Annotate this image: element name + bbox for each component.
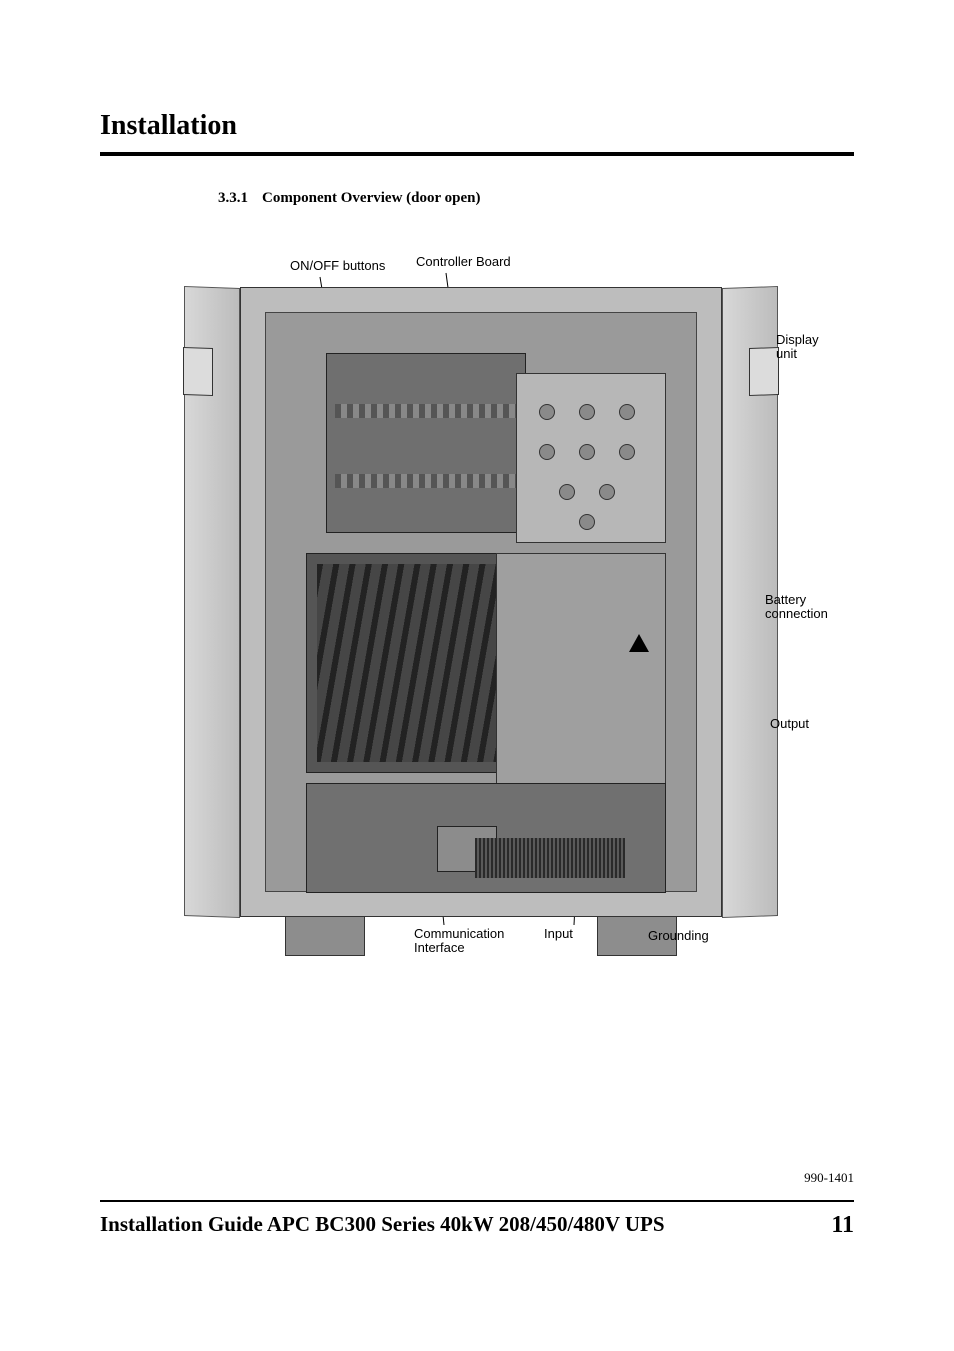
chapter-rule [100,152,854,156]
vent-grille [475,838,625,878]
callout-display: Display unit [776,333,819,362]
lower-shelf [306,783,666,893]
footer-title: Installation Guide APC BC300 Series 40kW… [100,1212,665,1239]
callout-input: Input [544,927,573,941]
component-overview-figure: ON/OFF buttons Controller Board Display un… [100,247,854,1007]
section-heading: 3.3.1 Component Overview (door open) [218,190,854,207]
cabinet-interior [265,312,697,892]
cabinet-leg-left [285,916,365,956]
callout-ctrl: Controller Board [416,255,511,269]
footer-rule [100,1200,854,1202]
display-unit-panel-right [749,347,779,396]
cabinet [240,287,722,917]
callout-ground: Grounding [648,929,709,943]
section-number: 3.3.1 [218,190,262,207]
section-title: Component Overview (door open) [262,190,480,207]
wiring-block [306,553,516,773]
right-connection-panel [496,553,666,813]
warning-triangle-icon [629,634,649,652]
page-number: 11 [831,1212,854,1239]
callout-output: Output [770,717,809,731]
controller-board [326,353,526,533]
document-number: 990-1401 [804,1170,854,1186]
callout-battery: Battery connection [765,593,828,622]
callout-comm: Communication Interface [414,927,504,956]
display-unit-panel-left [183,347,213,396]
callout-onoff: ON/OFF buttons [290,259,385,273]
chapter-title: Installation [100,110,854,142]
vent-plate [516,373,666,543]
cabinet-door-left [184,286,240,918]
page-footer: Installation Guide APC BC300 Series 40kW… [100,1212,854,1239]
